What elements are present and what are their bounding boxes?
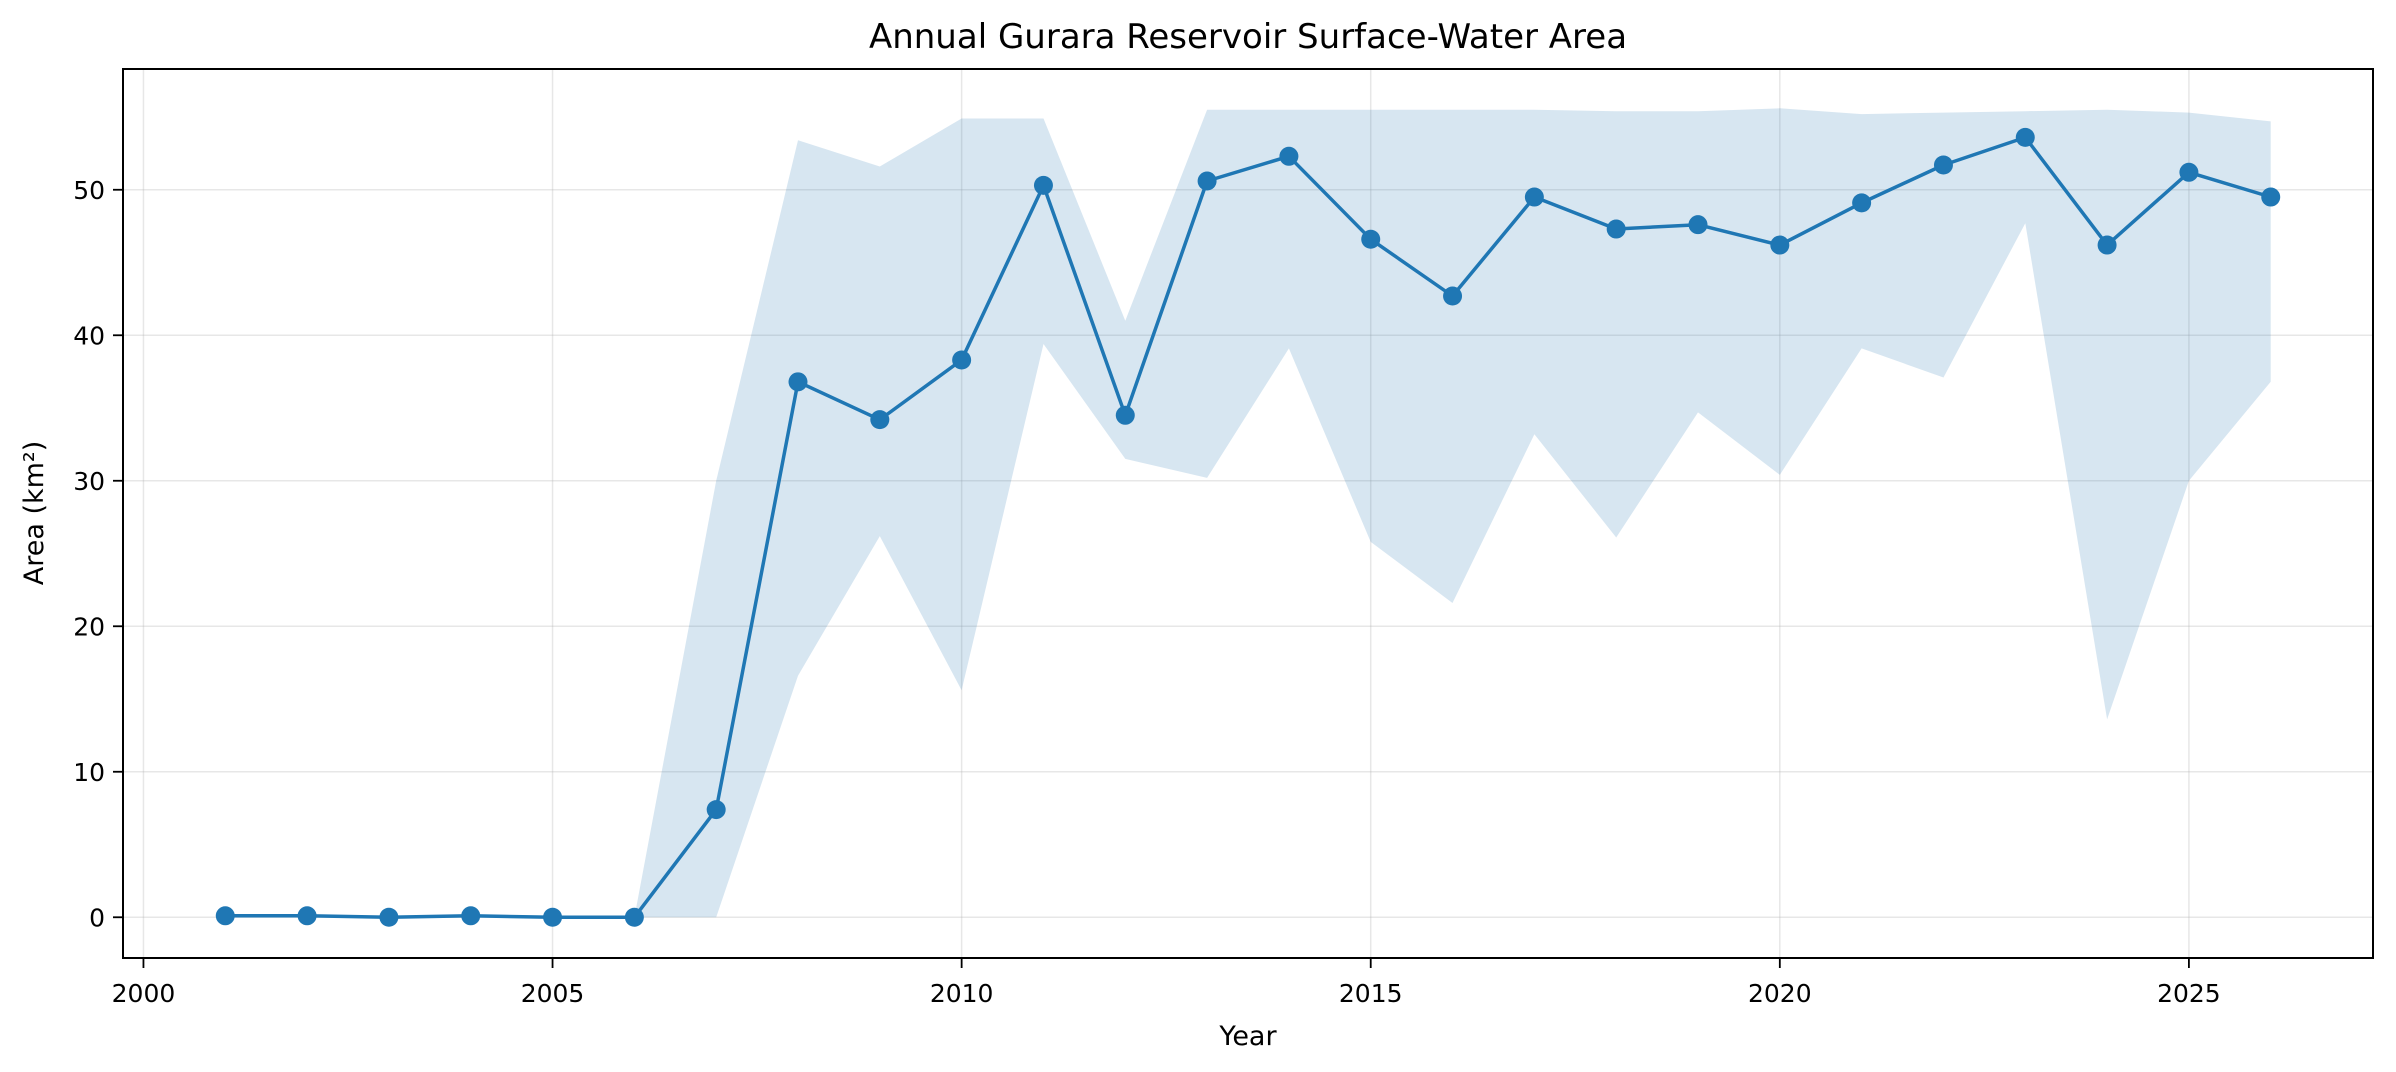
data-point xyxy=(1852,193,1872,213)
data-point xyxy=(870,410,890,430)
data-point xyxy=(1115,405,1135,425)
data-point xyxy=(543,907,563,927)
data-point xyxy=(1361,229,1381,249)
data-point xyxy=(215,906,235,926)
data-point xyxy=(1606,219,1626,239)
x-axis-label: Year xyxy=(1218,1021,1277,1052)
data-point xyxy=(706,800,726,820)
data-point xyxy=(624,907,644,927)
data-point xyxy=(2261,187,2281,207)
range-band xyxy=(225,108,2271,918)
data-points xyxy=(215,127,2281,927)
chart-title: Annual Gurara Reservoir Surface-Water Ar… xyxy=(869,17,1627,57)
data-point xyxy=(1933,155,1953,175)
y-tick-label: 10 xyxy=(73,758,105,787)
y-tick-label: 30 xyxy=(73,467,105,496)
data-point xyxy=(1197,171,1217,191)
x-tick-label: 2010 xyxy=(930,979,994,1008)
data-point xyxy=(461,906,481,926)
data-point xyxy=(1033,175,1053,195)
data-point xyxy=(788,372,808,392)
data-point xyxy=(952,350,972,370)
data-point xyxy=(1524,187,1544,207)
data-point xyxy=(379,907,399,927)
range-band-group xyxy=(225,108,2271,918)
data-point xyxy=(1443,286,1463,306)
y-tick-label: 40 xyxy=(73,321,105,350)
data-point xyxy=(2015,127,2035,147)
series-line-group xyxy=(225,135,2272,920)
data-point xyxy=(1770,235,1790,255)
data-point xyxy=(1688,215,1708,235)
grid xyxy=(123,69,2373,958)
data-point xyxy=(1279,146,1299,166)
y-tick-label: 20 xyxy=(73,612,105,641)
series-line xyxy=(225,135,2272,920)
y-tick-label: 0 xyxy=(89,903,105,932)
x-tick-label: 2020 xyxy=(1748,979,1812,1008)
x-tick-label: 2015 xyxy=(1339,979,1403,1008)
data-point xyxy=(297,906,317,926)
data-point xyxy=(2179,162,2199,182)
x-tick-label: 2005 xyxy=(521,979,585,1008)
y-axis-ticks: 0 10 20 30 40 50 xyxy=(73,176,123,932)
x-axis-ticks: 2000 2005 2010 2015 2020 2025 xyxy=(112,958,2221,1008)
x-tick-label: 2025 xyxy=(2157,979,2221,1008)
data-point xyxy=(2097,235,2117,255)
plot-area-frame xyxy=(122,68,2374,959)
y-axis-label: Area (km²) xyxy=(19,441,50,586)
y-tick-label: 50 xyxy=(73,176,105,205)
x-tick-label: 2000 xyxy=(112,979,176,1008)
